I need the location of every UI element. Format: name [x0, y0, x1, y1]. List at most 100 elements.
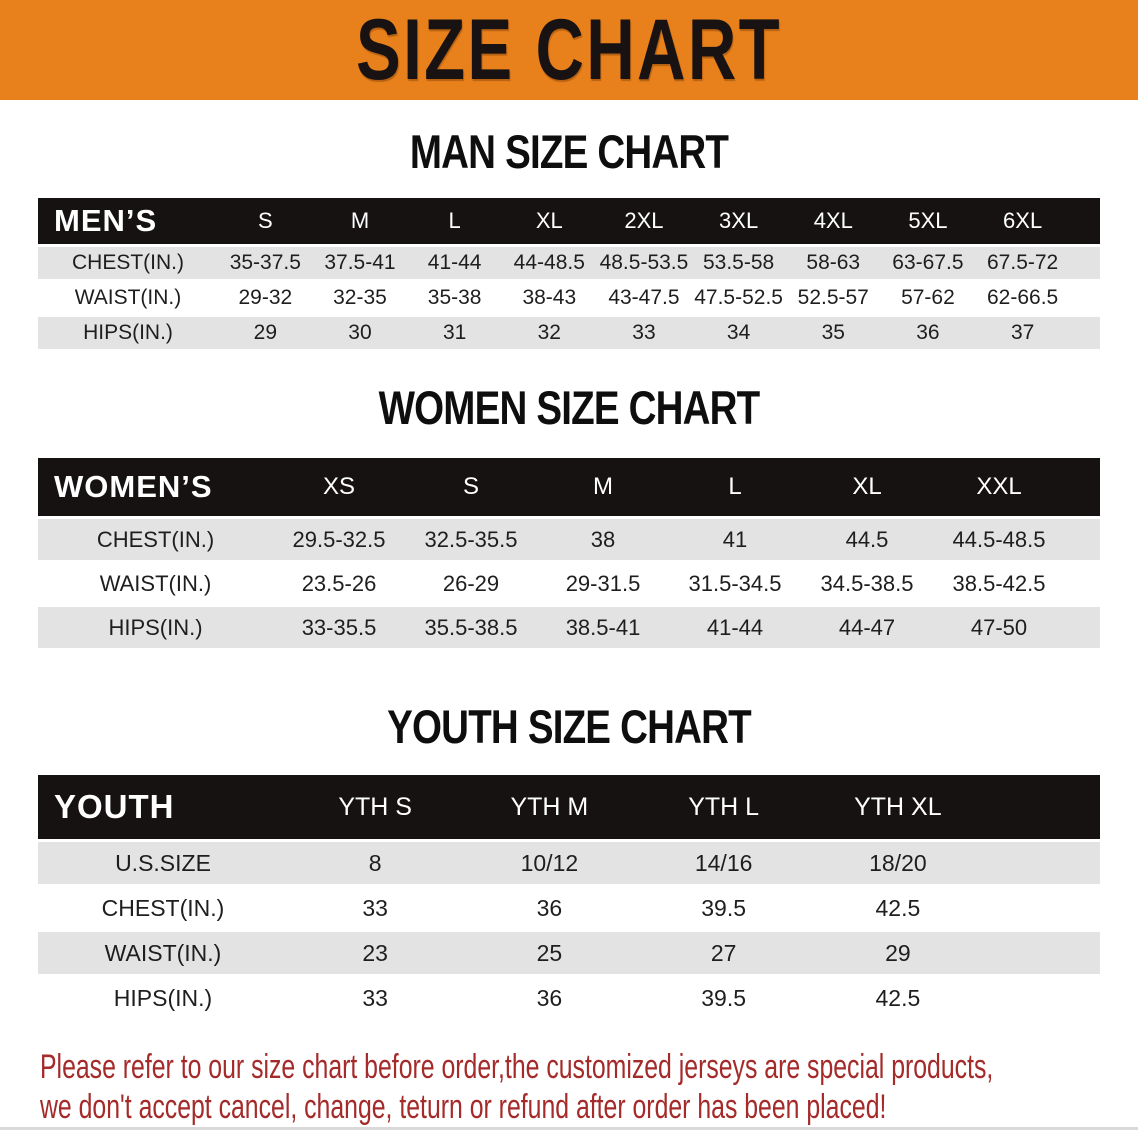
row-label: WAIST(IN.): [38, 932, 288, 974]
measurement-row: WAIST(IN.) 23.5-26 26-29 29-31.5 31.5-34.5 34…: [38, 563, 1100, 604]
spacer-cell: [1065, 519, 1100, 560]
size-column-header: XL: [801, 458, 933, 516]
row-label: CHEST(IN.): [38, 887, 288, 929]
size-value-cell: 35: [785, 317, 881, 349]
size-value-cell: 34: [691, 317, 786, 349]
size-value-cell: 18/20: [810, 842, 985, 884]
spacer-cell: [985, 932, 1100, 974]
measurement-row: CHEST(IN.) 35-37.5 37.5-41 41-44 44-48.5 48.5…: [38, 247, 1100, 279]
spacer-cell: [1065, 458, 1100, 516]
size-column-header: YTH L: [636, 775, 811, 839]
size-value-cell: 31: [407, 317, 502, 349]
section-heading-youth: YOUTH SIZE CHART: [387, 700, 752, 753]
measurement-row: CHEST(IN.) 29.5-32.5 32.5-35.5 38 41 44.5 44.5…: [38, 519, 1100, 560]
size-value-cell: 52.5-57: [785, 282, 881, 314]
spacer-cell: [1065, 607, 1100, 648]
size-value-cell: 36: [462, 887, 637, 929]
size-value-cell: 39.5: [636, 977, 811, 1019]
measurement-row: U.S.SIZE 8 10/12 14/16 18/20: [38, 842, 1100, 884]
row-label: HIPS(IN.): [38, 977, 288, 1019]
spacer-cell: [1070, 198, 1100, 244]
row-label: WAIST(IN.): [38, 282, 218, 314]
size-column-header: YTH XL: [810, 775, 985, 839]
size-value-cell: 47.5-52.5: [691, 282, 786, 314]
table-header-row: YOUTH YTH S YTH M YTH L YTH XL: [38, 775, 1100, 839]
size-column-header: XL: [501, 198, 597, 244]
size-value-cell: 41-44: [669, 607, 801, 648]
size-value-cell: 33-35.5: [273, 607, 405, 648]
women-size-table: WOMEN’S XS S M L XL XXL CHEST(IN.) 29.5-32.5 32.5…: [38, 455, 1100, 651]
row-label: HIPS(IN.): [38, 317, 218, 349]
size-value-cell: 29: [218, 317, 313, 349]
size-value-cell: 38.5-41: [537, 607, 669, 648]
size-value-cell: 41: [669, 519, 801, 560]
size-value-cell: 57-62: [880, 282, 976, 314]
banner: SIZE CHART: [0, 0, 1138, 100]
size-value-cell: 29-32: [218, 282, 313, 314]
section-heading-men: MAN SIZE CHART: [409, 125, 729, 178]
size-value-cell: 23.5-26: [273, 563, 405, 604]
size-column-header: XS: [273, 458, 405, 516]
size-value-cell: 34.5-38.5: [801, 563, 933, 604]
size-column-header: 3XL: [691, 198, 786, 244]
size-value-cell: 53.5-58: [691, 247, 786, 279]
size-column-header: M: [312, 198, 408, 244]
size-value-cell: 29-31.5: [537, 563, 669, 604]
group-label: MEN’S: [38, 198, 218, 244]
size-value-cell: 29: [810, 932, 985, 974]
size-column-header: L: [407, 198, 502, 244]
size-column-header: S: [405, 458, 537, 516]
size-value-cell: 37.5-41: [312, 247, 408, 279]
size-value-cell: 35-38: [407, 282, 502, 314]
youth-size-table-wrap: YOUTH YTH S YTH M YTH L YTH XL U.S.SIZE 8 10/12…: [0, 772, 1138, 1022]
size-value-cell: 27: [636, 932, 811, 974]
bottom-border-line: [0, 1127, 1138, 1130]
row-label: HIPS(IN.): [38, 607, 273, 648]
measurement-row: HIPS(IN.) 33 36 39.5 42.5: [38, 977, 1100, 1019]
size-value-cell: 58-63: [785, 247, 881, 279]
size-column-header: 5XL: [880, 198, 976, 244]
size-value-cell: 33: [596, 317, 692, 349]
size-value-cell: 36: [462, 977, 637, 1019]
size-column-header: 4XL: [785, 198, 881, 244]
section-heading-women: WOMEN SIZE CHART: [378, 381, 761, 434]
size-value-cell: 26-29: [405, 563, 537, 604]
size-value-cell: 47-50: [933, 607, 1065, 648]
size-value-cell: 48.5-53.5: [596, 247, 692, 279]
size-column-header: L: [669, 458, 801, 516]
size-value-cell: 38-43: [501, 282, 597, 314]
size-value-cell: 32.5-35.5: [405, 519, 537, 560]
row-label: CHEST(IN.): [38, 247, 218, 279]
size-value-cell: 38.5-42.5: [933, 563, 1065, 604]
measurement-row: CHEST(IN.) 33 36 39.5 42.5: [38, 887, 1100, 929]
spacer-cell: [1065, 563, 1100, 604]
size-value-cell: 38: [537, 519, 669, 560]
size-column-header: YTH S: [288, 775, 463, 839]
group-label: WOMEN’S: [38, 458, 273, 516]
size-value-cell: 41-44: [407, 247, 502, 279]
size-value-cell: 44.5-48.5: [933, 519, 1065, 560]
size-value-cell: 42.5: [810, 977, 985, 1019]
spacer-cell: [985, 887, 1100, 929]
size-value-cell: 33: [288, 977, 463, 1019]
size-value-cell: 44-47: [801, 607, 933, 648]
size-value-cell: 33: [288, 887, 463, 929]
size-value-cell: 10/12: [462, 842, 637, 884]
size-column-header: XXL: [933, 458, 1065, 516]
men-size-table-wrap: MEN’S S M L XL 2XL 3XL 4XL 5XL 6XL CHEST(IN.) 35-37…: [0, 195, 1138, 352]
size-column-header: S: [218, 198, 313, 244]
footer-note: Please refer to our size chart before or…: [0, 1047, 1138, 1127]
size-value-cell: 32-35: [312, 282, 408, 314]
size-value-cell: 67.5-72: [975, 247, 1070, 279]
measurement-row: HIPS(IN.) 29 30 31 32 33 34 35 36 37: [38, 317, 1100, 349]
men-size-table: MEN’S S M L XL 2XL 3XL 4XL 5XL 6XL CHEST(IN.) 35-37…: [38, 195, 1100, 352]
women-size-table-wrap: WOMEN’S XS S M L XL XXL CHEST(IN.) 29.5-32.5 32.5…: [0, 455, 1138, 651]
size-value-cell: 36: [880, 317, 976, 349]
youth-size-table: YOUTH YTH S YTH M YTH L YTH XL U.S.SIZE 8 10/12…: [38, 772, 1100, 1022]
spacer-cell: [1070, 247, 1100, 279]
measurement-row: WAIST(IN.) 23 25 27 29: [38, 932, 1100, 974]
spacer-cell: [1070, 317, 1100, 349]
size-value-cell: 63-67.5: [880, 247, 976, 279]
size-value-cell: 35-37.5: [218, 247, 313, 279]
